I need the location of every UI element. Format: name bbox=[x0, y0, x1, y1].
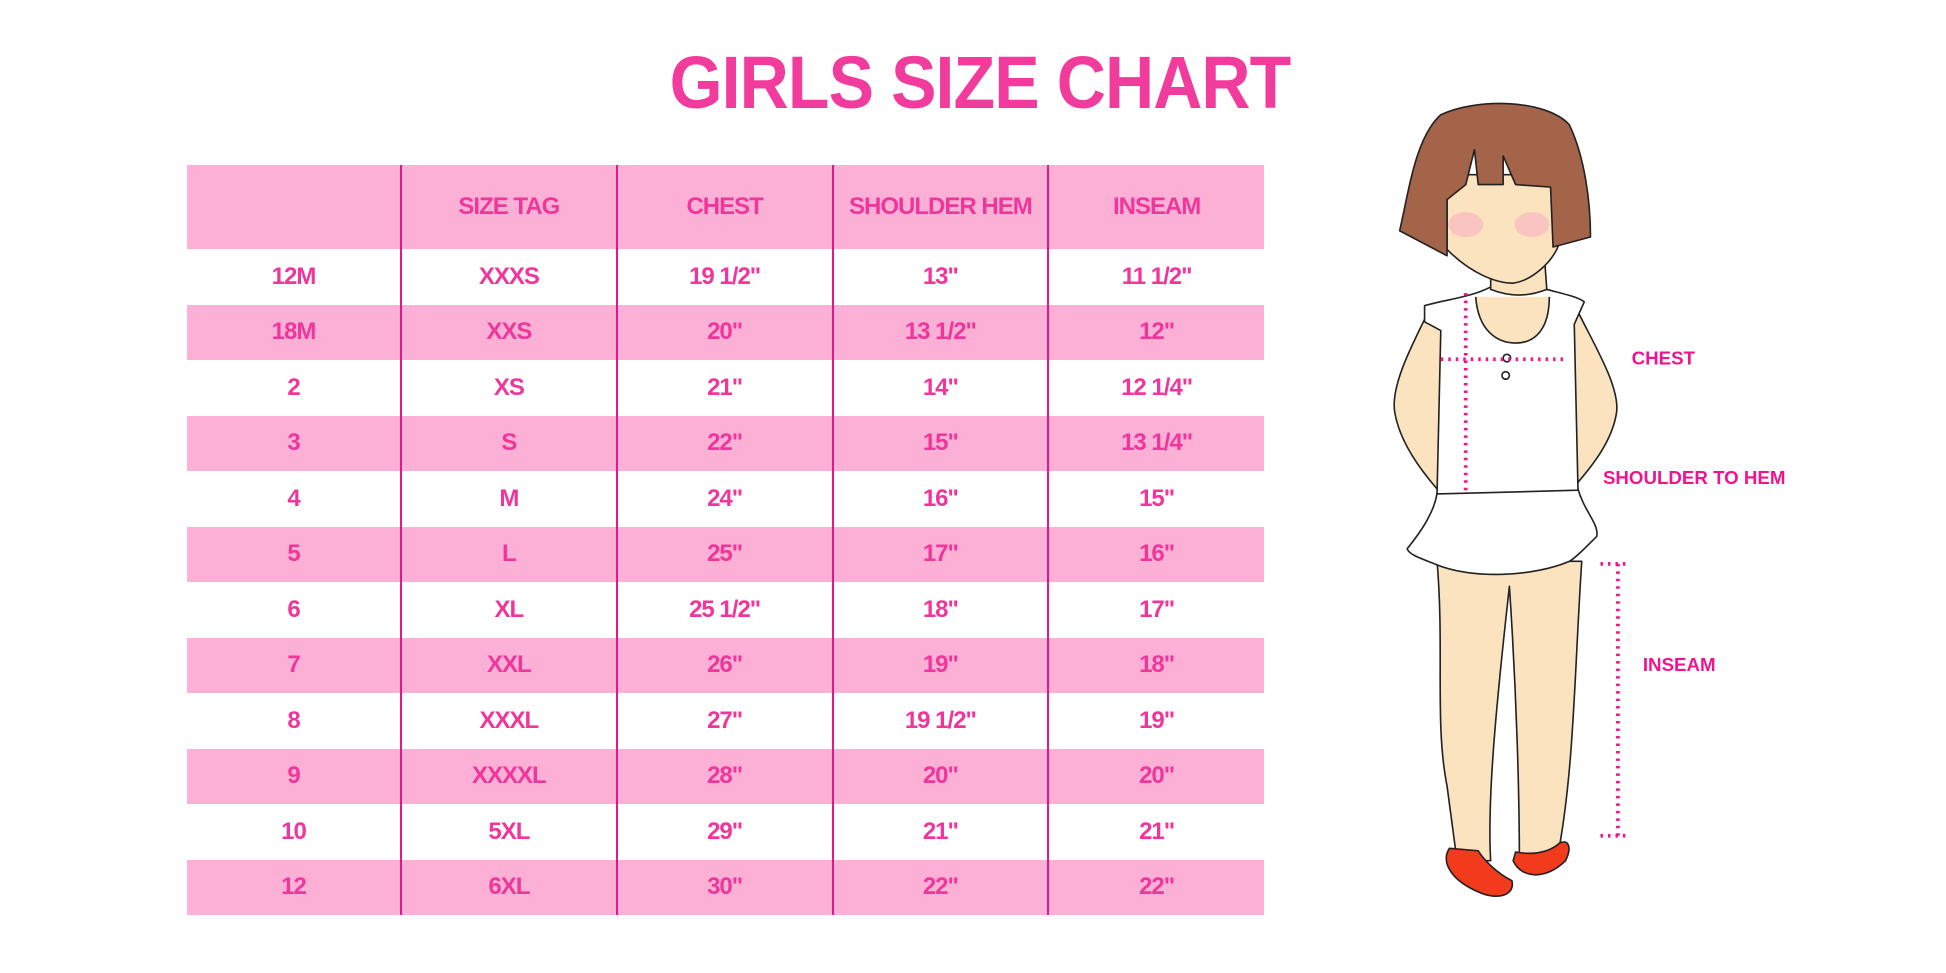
face bbox=[1446, 173, 1561, 284]
page-title: GIRLS SIZE CHART bbox=[78, 40, 1868, 125]
cell-shoulder-hem: 19" bbox=[831, 637, 1049, 693]
cell-chest: 27" bbox=[615, 693, 833, 749]
table-row: 12 6XL 30" 22" 22" bbox=[187, 859, 1264, 915]
cell-shoulder-hem: 22" bbox=[831, 859, 1049, 915]
table-row: 2 XS 21" 14" 12 1/4" bbox=[187, 360, 1264, 416]
skirt-frill bbox=[1406, 488, 1598, 576]
cell-size-tag: L bbox=[400, 526, 617, 582]
cell-chest: 29" bbox=[615, 804, 833, 860]
header-inseam: INSEAM bbox=[1047, 165, 1264, 249]
table-row: 3 S 22" 15" 13 1/4" bbox=[187, 415, 1264, 471]
right-shoe bbox=[1512, 841, 1570, 876]
table-row: 10 5XL 29" 21" 21" bbox=[187, 804, 1264, 860]
left-shoe bbox=[1445, 847, 1514, 897]
cell-size: 2 bbox=[287, 373, 300, 401]
cell-size-tag: XXS bbox=[400, 304, 617, 360]
cell-size-tag: XXXXL bbox=[400, 748, 617, 804]
cell-size-tag: XL bbox=[400, 582, 617, 638]
cell-shoulder-hem: 15" bbox=[831, 415, 1049, 471]
cell-size: 5 bbox=[187, 526, 401, 582]
table-row: 6 XL 25 1/2" 18" 17" bbox=[187, 582, 1264, 638]
cell-inseam: 13 1/4" bbox=[1047, 415, 1264, 471]
cell-size: 12 bbox=[187, 859, 401, 915]
table-row: 18M XXS 20" 13 1/2" 12" bbox=[187, 304, 1264, 360]
cell-size-tag: S bbox=[400, 415, 617, 471]
table-row: 4 M 24" 16" 15" bbox=[187, 471, 1264, 527]
cell-size: 4 bbox=[287, 484, 300, 512]
header-size bbox=[187, 165, 401, 249]
cell-size: 18M bbox=[187, 304, 401, 360]
cell-chest: 19 1/2" bbox=[615, 249, 833, 305]
cell-size: 8 bbox=[287, 706, 300, 734]
left-arm bbox=[1393, 311, 1448, 490]
header-chest: CHEST bbox=[615, 165, 833, 249]
cell-size-tag: XS bbox=[400, 360, 617, 416]
table-row: 9 XXXXL 28" 20" 20" bbox=[187, 748, 1264, 804]
cell-inseam: 21" bbox=[1047, 804, 1264, 860]
cell-size: 12M bbox=[271, 262, 317, 290]
cell-size: 3 bbox=[187, 415, 401, 471]
cell-shoulder-hem: 13" bbox=[831, 249, 1049, 305]
cell-size-tag: XXL bbox=[400, 637, 617, 693]
cell-shoulder-hem: 21" bbox=[831, 804, 1049, 860]
cell-size-tag: XXXS bbox=[400, 249, 617, 305]
table-row: 5 L 25" 17" 16" bbox=[187, 526, 1264, 582]
cell-shoulder-hem: 19 1/2" bbox=[831, 693, 1049, 749]
cell-chest: 22" bbox=[615, 415, 833, 471]
cell-inseam: 19" bbox=[1047, 693, 1264, 749]
cell-size: 7 bbox=[187, 637, 401, 693]
size-chart-table: SIZE TAG CHEST SHOULDER HEM INSEAM 12M XX… bbox=[187, 165, 1264, 915]
cell-shoulder-hem: 17" bbox=[831, 526, 1049, 582]
cell-inseam: 15" bbox=[1047, 471, 1264, 527]
cell-size: 9 bbox=[187, 748, 401, 804]
cell-inseam: 11 1/2" bbox=[1047, 249, 1264, 305]
cell-size-tag: 5XL bbox=[400, 804, 617, 860]
cell-chest: 24" bbox=[615, 471, 833, 527]
chest-label: CHEST bbox=[1632, 347, 1696, 368]
cell-chest: 25 1/2" bbox=[615, 582, 833, 638]
cell-size: 10 bbox=[281, 817, 307, 845]
cell-inseam: 20" bbox=[1047, 748, 1264, 804]
cell-chest: 26" bbox=[615, 637, 833, 693]
header-size-tag: SIZE TAG bbox=[400, 165, 617, 249]
cell-shoulder-hem: 16" bbox=[831, 471, 1049, 527]
cell-inseam: 17" bbox=[1047, 582, 1264, 638]
table-row: 8 XXXL 27" 19 1/2" 19" bbox=[187, 693, 1264, 749]
cell-inseam: 12" bbox=[1047, 304, 1264, 360]
table-row: 7 XXL 26" 19" 18" bbox=[187, 637, 1264, 693]
cell-shoulder-hem: 14" bbox=[831, 360, 1049, 416]
cell-size-tag: XXXL bbox=[400, 693, 617, 749]
legs bbox=[1436, 560, 1583, 862]
cell-chest: 28" bbox=[615, 748, 833, 804]
title-text: GIRLS SIZE CHART bbox=[669, 41, 1292, 124]
cell-size-tag: 6XL bbox=[400, 859, 617, 915]
cell-size: 6 bbox=[287, 595, 300, 623]
cell-chest: 30" bbox=[615, 859, 833, 915]
cell-chest: 21" bbox=[615, 360, 833, 416]
table-row: 12M XXXS 19 1/2" 13" 11 1/2" bbox=[187, 249, 1264, 305]
cell-chest: 20" bbox=[615, 304, 833, 360]
inseam-label: INSEAM bbox=[1643, 654, 1716, 675]
table-header-row: SIZE TAG CHEST SHOULDER HEM INSEAM bbox=[187, 165, 1264, 249]
cell-shoulder-hem: 20" bbox=[831, 748, 1049, 804]
shoulder-to-hem-label: SHOULDER TO HEM bbox=[1603, 467, 1786, 488]
cell-chest: 25" bbox=[615, 526, 833, 582]
cell-size-tag: M bbox=[400, 471, 617, 527]
cell-shoulder-hem: 18" bbox=[831, 582, 1049, 638]
cell-inseam: 12 1/4" bbox=[1047, 360, 1264, 416]
hair bbox=[1398, 102, 1592, 257]
cell-shoulder-hem: 13 1/2" bbox=[831, 304, 1049, 360]
header-shoulder-hem: SHOULDER HEM bbox=[831, 165, 1049, 249]
cell-inseam: 22" bbox=[1047, 859, 1264, 915]
cell-inseam: 18" bbox=[1047, 637, 1264, 693]
cell-inseam: 16" bbox=[1047, 526, 1264, 582]
